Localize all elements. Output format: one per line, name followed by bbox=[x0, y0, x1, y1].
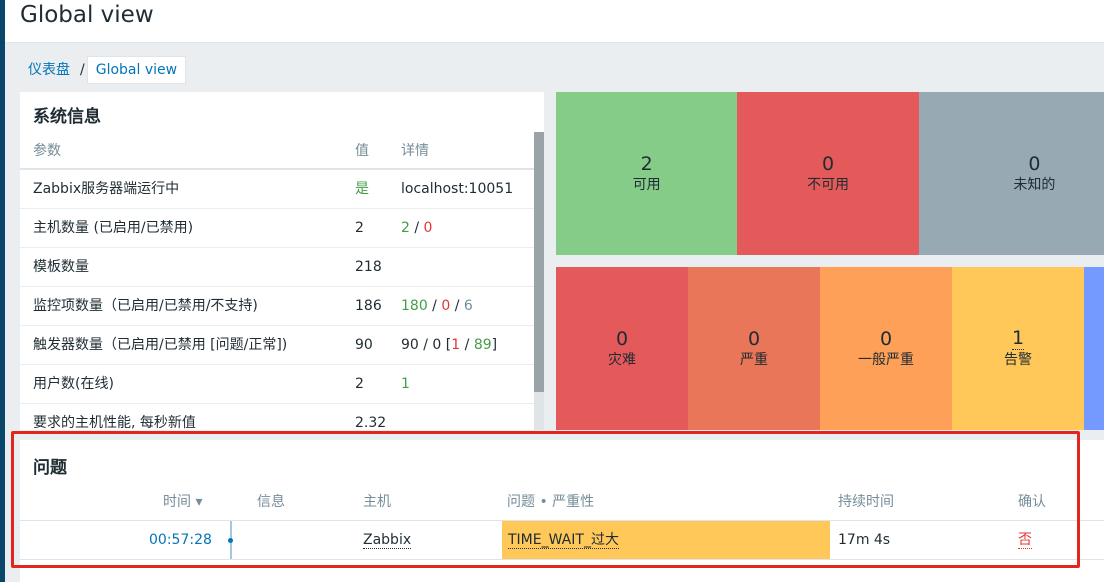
severity-tile-information[interactable] bbox=[1084, 267, 1104, 430]
tile-label: 未知的 bbox=[1013, 176, 1056, 193]
page-header: Global view bbox=[5, 0, 1104, 43]
table-row: 00:57:28 Zabbix TIME_WAIT_过大 17m 4s 否 bbox=[20, 520, 1104, 560]
column-header-duration: 持续时间 bbox=[838, 494, 894, 510]
column-header-details: 详情 bbox=[401, 143, 429, 159]
tile-label: 一般严重 bbox=[858, 351, 914, 368]
problem-ack-link[interactable]: 否 bbox=[1018, 521, 1032, 559]
scrollbar[interactable] bbox=[534, 132, 544, 430]
problem-name-link[interactable]: TIME_WAIT_过大 bbox=[508, 521, 619, 559]
table-row: 用户数(在线) 2 1 bbox=[20, 365, 534, 404]
tile-label: 可用 bbox=[632, 176, 661, 193]
problem-name[interactable]: TIME_WAIT_过大 bbox=[508, 532, 619, 549]
table-row: 要求的主机性能, 每秒新值 2.32 bbox=[20, 404, 534, 430]
separator: / bbox=[409, 220, 424, 236]
breadcrumb-separator: / bbox=[80, 62, 85, 78]
ack-status[interactable]: 否 bbox=[1018, 532, 1032, 549]
value-cell: 2 bbox=[355, 220, 364, 236]
details-prefix: 90 / 0 [ bbox=[401, 337, 452, 353]
tile-count: 0 bbox=[747, 327, 761, 350]
host-tile-available[interactable]: 2 可用 bbox=[556, 92, 738, 255]
column-header-param: 参数 bbox=[33, 143, 61, 159]
tile-label: 告警 bbox=[1004, 352, 1032, 368]
tile-count[interactable]: 1 bbox=[1011, 327, 1025, 350]
details-cell: localhost:10051 bbox=[401, 181, 514, 197]
widget-title: 系统信息 bbox=[33, 107, 101, 127]
system-info-widget: 系统信息 参数 值 详情 Zabbix服务器端运行中 是 localhost:1… bbox=[20, 92, 544, 430]
details-cell: 180 / 0 / 6 bbox=[401, 287, 473, 325]
widget-title: 问题 bbox=[33, 458, 67, 478]
value-cell: 186 bbox=[355, 298, 382, 314]
problem-severity-cell: TIME_WAIT_过大 bbox=[502, 521, 830, 559]
value-cell: 218 bbox=[355, 259, 382, 275]
column-header-time[interactable]: 时间 ▾ bbox=[163, 494, 203, 510]
value-cell: 90 bbox=[355, 337, 373, 353]
disabled-count: 0 bbox=[441, 298, 451, 314]
tile-label: 严重 bbox=[740, 351, 768, 368]
value-cell: 2 bbox=[355, 376, 364, 392]
column-header-ack: 确认 bbox=[1018, 494, 1046, 510]
table-header: 时间 ▾ 信息 主机 问题 • 严重性 持续时间 确认 bbox=[20, 486, 1104, 518]
table-row: Zabbix服务器端运行中 是 localhost:10051 bbox=[20, 170, 534, 209]
param-cell: 主机数量 (已启用/已禁用) bbox=[33, 220, 194, 236]
enabled-count: 180 bbox=[401, 298, 428, 314]
details-cell: 1 bbox=[401, 376, 410, 392]
problems-widget: 问题 时间 ▾ 信息 主机 问题 • 严重性 持续时间 确认 00:57:28 … bbox=[20, 440, 1104, 582]
column-header-info: 信息 bbox=[257, 494, 285, 510]
param-cell: 用户数(在线) bbox=[33, 376, 114, 392]
disabled-count: 0 bbox=[423, 220, 433, 236]
timeline-dot bbox=[228, 538, 233, 543]
host-name[interactable]: Zabbix bbox=[363, 532, 412, 549]
tile-label: 不可用 bbox=[807, 176, 850, 193]
param-cell: 监控项数量（已启用/已禁用/不支持) bbox=[33, 298, 258, 314]
page-title: Global view bbox=[20, 2, 154, 28]
breadcrumb-dashboards-link[interactable]: 仪表盘 bbox=[28, 62, 70, 78]
table-row: 模板数量 218 bbox=[20, 248, 534, 287]
separator: / bbox=[427, 298, 442, 314]
details-cell: 90 / 0 [1 / 89] bbox=[401, 326, 497, 364]
unsupported-count: 6 bbox=[463, 298, 473, 314]
column-header-problem[interactable]: 问题 • 严重性 bbox=[507, 494, 595, 510]
problems-by-severity-widget: 0 灾难 0 严重 0 一般严重 1 告警 bbox=[556, 267, 1104, 430]
enabled-count: 2 bbox=[401, 220, 410, 236]
tile-count: 0 bbox=[822, 152, 835, 175]
param-cell: 触发器数量（已启用/已禁用 [问题/正常]) bbox=[33, 337, 288, 353]
host-availability-widget: 2 可用 0 不可用 0 未知的 bbox=[556, 92, 1104, 255]
host-tile-unavailable[interactable]: 0 不可用 bbox=[737, 92, 919, 255]
host-tile-unknown[interactable]: 0 未知的 bbox=[918, 92, 1104, 255]
param-cell: 要求的主机性能, 每秒新值 bbox=[33, 415, 196, 430]
severity-tile-disaster[interactable]: 0 灾难 bbox=[556, 267, 688, 430]
tile-count: 0 bbox=[615, 327, 629, 350]
column-header-host[interactable]: 主机 bbox=[363, 494, 391, 510]
problem-host-link[interactable]: Zabbix bbox=[363, 521, 412, 559]
problem-duration: 17m 4s bbox=[838, 532, 891, 548]
table-header: 参数 值 详情 bbox=[20, 132, 534, 170]
separator: / bbox=[450, 298, 464, 314]
table-row: 触发器数量（已启用/已禁用 [问题/正常]) 90 90 / 0 [1 / 89… bbox=[20, 326, 534, 365]
severity-tile-high[interactable]: 0 严重 bbox=[688, 267, 820, 430]
left-nav-strip bbox=[0, 0, 5, 582]
severity-tile-average[interactable]: 0 一般严重 bbox=[820, 267, 952, 430]
value-cell: 2.32 bbox=[355, 415, 387, 430]
column-header-value: 值 bbox=[355, 143, 369, 159]
breadcrumb-current[interactable]: Global view bbox=[86, 56, 187, 84]
ok-count: 89 bbox=[473, 337, 492, 353]
table-row: 监控项数量（已启用/已禁用/不支持) 186 180 / 0 / 6 bbox=[20, 287, 534, 326]
details-suffix: ] bbox=[491, 337, 498, 353]
param-cell: 模板数量 bbox=[33, 259, 89, 275]
details-cell: 2 / 0 bbox=[401, 209, 432, 247]
scrollbar-thumb[interactable] bbox=[534, 132, 544, 392]
param-cell: Zabbix服务器端运行中 bbox=[33, 181, 180, 197]
severity-tile-warning[interactable]: 1 告警 bbox=[952, 267, 1084, 430]
separator: / bbox=[460, 337, 474, 353]
value-cell: 是 bbox=[355, 181, 369, 197]
table-row: 主机数量 (已启用/已禁用) 2 2 / 0 bbox=[20, 209, 534, 248]
problem-time-link[interactable]: 00:57:28 bbox=[149, 532, 212, 548]
tile-count: 0 bbox=[879, 327, 893, 350]
tile-label: 灾难 bbox=[608, 351, 636, 368]
tile-count: 0 bbox=[1028, 152, 1041, 175]
tile-count: 2 bbox=[640, 152, 653, 175]
breadcrumb: 仪表盘 / Global view bbox=[20, 56, 187, 84]
problem-count: 1 bbox=[451, 337, 461, 353]
